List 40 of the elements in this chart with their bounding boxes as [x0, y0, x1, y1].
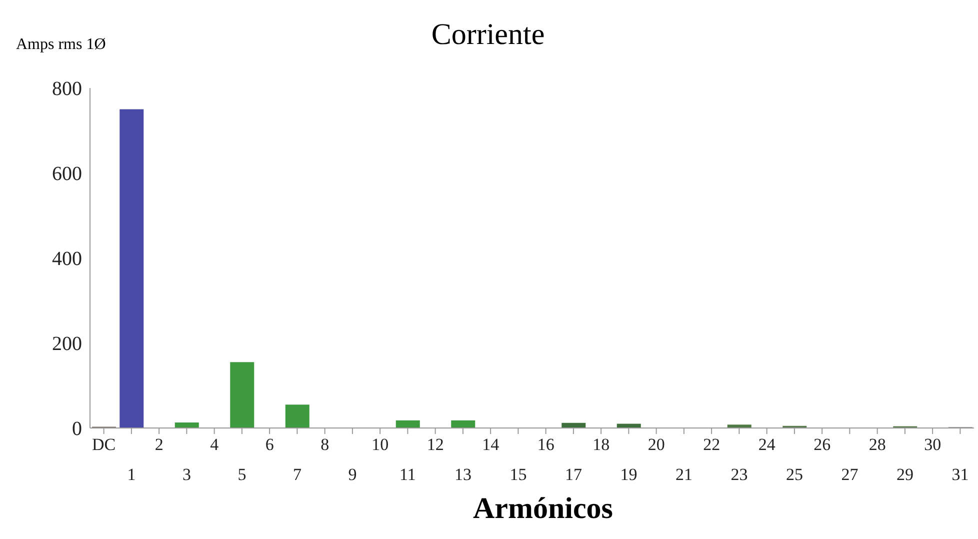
x-tick-label: 31 — [952, 465, 969, 484]
x-tick-label: 25 — [786, 465, 803, 484]
x-tick-label: 3 — [182, 465, 191, 484]
x-tick-label: 30 — [924, 435, 942, 454]
x-tick-label: 1 — [127, 465, 136, 484]
x-tick-label: 2 — [154, 435, 164, 454]
chart-title: Corriente — [430, 18, 546, 52]
x-tick-label: 16 — [537, 435, 554, 454]
x-tick-label: 5 — [238, 465, 246, 484]
x-axis-title: Armónicos — [472, 492, 614, 526]
y-tick-label: 0 — [72, 418, 82, 440]
y-tick-label: 400 — [52, 248, 82, 270]
x-tick-label: 23 — [730, 465, 748, 484]
y-axis-title: Amps rms 1Ø — [16, 36, 106, 54]
x-tick-label: 19 — [620, 465, 638, 484]
x-tick-label: 22 — [703, 435, 720, 454]
x-tick-label: 10 — [372, 435, 389, 454]
x-tick-label: 15 — [510, 465, 527, 484]
x-tick-label: 20 — [648, 435, 665, 454]
x-tick-label: 17 — [564, 465, 582, 484]
x-tick-label: 29 — [896, 465, 914, 484]
x-tick-label: 24 — [758, 435, 776, 454]
x-tick-label: 14 — [482, 435, 500, 454]
x-tick-label: DC — [92, 435, 116, 454]
x-tick-label: 26 — [814, 435, 831, 454]
x-tick-label: 18 — [592, 435, 610, 454]
x-tick-label: 27 — [841, 465, 859, 484]
y-tick-label: 600 — [52, 163, 82, 186]
x-tick-label: 21 — [675, 465, 692, 484]
x-tick-label: 12 — [426, 435, 444, 454]
x-tick-label: 4 — [210, 435, 220, 454]
x-tick-label: 8 — [320, 435, 330, 454]
x-tick-label: 6 — [265, 435, 274, 454]
x-tick-label: 9 — [348, 465, 357, 484]
x-tick-label: 7 — [292, 465, 302, 484]
y-tick-label: 800 — [52, 78, 82, 100]
y-tick-label: 200 — [52, 333, 82, 356]
x-tick-label: 13 — [454, 465, 472, 484]
x-tick-label: 28 — [868, 435, 886, 454]
x-tick-label: 11 — [400, 465, 416, 484]
